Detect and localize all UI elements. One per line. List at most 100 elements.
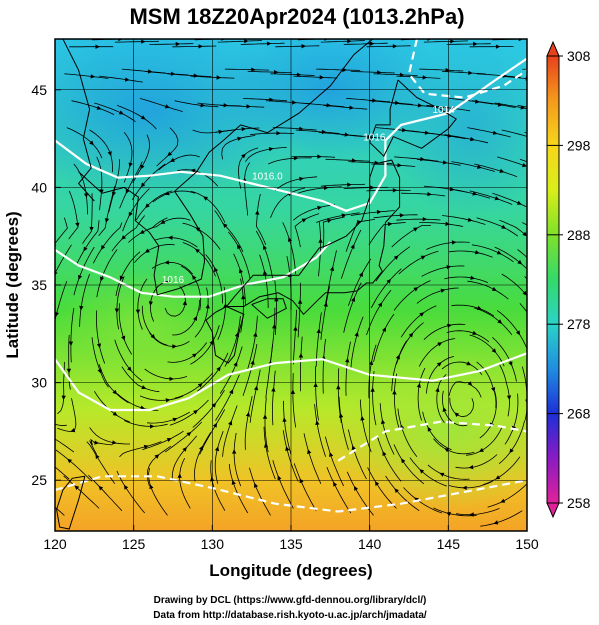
streamline-arrow-218: [395, 100, 400, 105]
streamline-15: [64, 73, 109, 79]
streamline-154: [282, 430, 299, 482]
streamline-104: [222, 405, 238, 457]
streamline-239: [393, 444, 425, 485]
streamline-1: [55, 466, 70, 480]
streamline-135: [240, 42, 285, 45]
streamline-arrow-39: [141, 385, 147, 390]
streamline-20: [89, 427, 130, 445]
streamline-arrow-205: [351, 445, 356, 451]
streamline-174: [322, 339, 326, 394]
streamline-arrow-138: [262, 414, 268, 419]
streamline-arrow-58: [150, 334, 156, 339]
streamline-92: [180, 265, 202, 311]
streamline-arrow-42: [114, 308, 119, 314]
streamline-44: [92, 222, 123, 264]
streamline-arrow-300: [516, 200, 522, 205]
streamline-arrow-85: [177, 473, 182, 478]
streamline-189: [338, 396, 349, 450]
streamline-118: [217, 40, 262, 43]
streamline-96: [152, 190, 196, 203]
streamline-arrow-290: [462, 485, 467, 490]
streamline-arrow-201: [372, 98, 377, 103]
streamline-arrow-208: [369, 360, 374, 366]
isobars: [55, 39, 527, 513]
streamline-254: [423, 40, 469, 43]
streamline-arrow-46: [111, 191, 116, 197]
streamline-63: [119, 161, 143, 209]
streamline-arrow-159: [297, 299, 303, 304]
streamline-arrow-8: [55, 311, 59, 317]
streamline-207: [372, 370, 377, 426]
streamline-271: [446, 43, 491, 45]
streamline-arrow-61: [121, 235, 127, 240]
streamline-285: [467, 127, 511, 138]
streamline-arrow-72: [197, 383, 203, 388]
colorbar-tick-label-0: 258: [567, 495, 591, 511]
streamline-27: [75, 220, 100, 266]
streamline-arrow-231: [422, 217, 428, 222]
streamline-205: [348, 429, 367, 480]
streamline-194: [348, 258, 372, 306]
streamline-arrow-75: [182, 300, 188, 306]
streamline-256: [409, 457, 447, 487]
streamline-191: [345, 341, 351, 396]
streamline-76: [149, 280, 170, 322]
streamline-148: [268, 157, 312, 165]
streamline-arrow-223: [380, 419, 386, 425]
streamline-arrow-216: [397, 163, 403, 168]
streamline-arrow-230: [413, 227, 419, 232]
streamline-arrow-78: [139, 229, 145, 234]
streamline-226: [396, 322, 424, 365]
streamline-297: [501, 273, 527, 297]
streamline-170: [293, 463, 317, 511]
coastline-6: [251, 298, 287, 319]
streamline-arrow-233: [420, 156, 425, 162]
streamline-arrow-95: [160, 219, 166, 224]
grid: [55, 39, 527, 531]
streamline-171: [303, 433, 322, 484]
streamline-319: [524, 131, 527, 134]
streamline-220: [366, 45, 411, 48]
streamline-arrow-23: [97, 368, 102, 374]
streamline-arrow-312: [535, 370, 539, 375]
streamline-29: [96, 156, 103, 211]
streamline-arrow-82: [200, 103, 206, 108]
streamline-arrow-168: [319, 75, 325, 80]
streamline-24: [96, 310, 106, 364]
streamline-180: [316, 212, 360, 223]
streamline-arrow-56: [169, 376, 174, 381]
streamline-arrow-236: [422, 75, 428, 80]
streamline-309: [498, 420, 525, 464]
streamline-163: [293, 204, 336, 221]
isobar-label-2: 1016: [363, 133, 386, 144]
streamline-235: [391, 102, 436, 108]
streamline-arrow-190: [336, 384, 341, 390]
streamline-arrow-17: [74, 485, 80, 490]
streamline-arrow-97: [170, 157, 175, 162]
streamline-arrow-301: [522, 163, 527, 168]
streamline-40: [114, 339, 143, 382]
streamline-119: [228, 464, 249, 514]
streamline-arrow-212: [393, 255, 399, 260]
streamline-arrow-4: [70, 428, 76, 433]
y-tick-label-2: 35: [31, 277, 47, 293]
streamline-arrow-7: [68, 341, 74, 347]
y-axis-label: Latitude (degrees): [3, 211, 22, 358]
streamline-arrow-115: [241, 127, 247, 132]
streamline-arrow-254: [450, 39, 455, 44]
streamline-arrow-139: [271, 387, 276, 392]
streamline-arrow-141: [272, 324, 277, 329]
streamline-arrow-62: [128, 211, 133, 217]
streamline-arrow-181: [347, 182, 352, 187]
streamline-arrow-49: [147, 69, 153, 74]
streamline-arrow-246: [446, 265, 452, 270]
streamline-arrow-264: [475, 250, 480, 255]
coastline-1: [78, 140, 224, 296]
coastline-5: [205, 306, 245, 364]
streamline-267: [451, 161, 495, 172]
streamline-241: [417, 367, 426, 421]
coastline-2: [222, 39, 374, 141]
streamline-320: [517, 105, 527, 108]
streamline-arrow-210: [377, 302, 383, 308]
streamline-67: [149, 43, 194, 45]
